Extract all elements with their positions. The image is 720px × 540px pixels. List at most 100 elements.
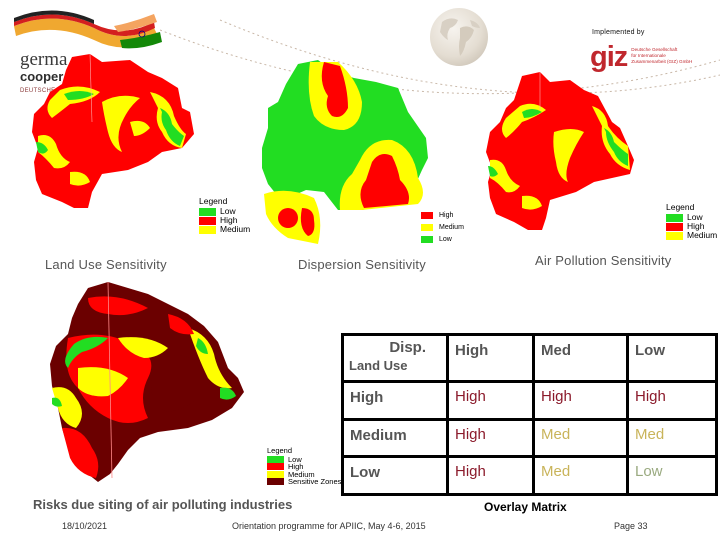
cell-value: High: [455, 388, 486, 405]
column-header: Low: [626, 333, 718, 383]
air-pollution-legend: Legend Low High Medium: [666, 203, 717, 240]
column-header: Med: [532, 333, 629, 383]
matrix-corner-cell: Disp. Land Use: [341, 333, 449, 383]
logo-line2: cooper: [20, 69, 64, 84]
table-cell: High: [532, 380, 629, 421]
risk-caption: Risks due siting of air polluting indust…: [33, 497, 293, 512]
legend-item: High: [666, 222, 717, 231]
legend-label: Low: [220, 206, 236, 216]
column-header-label: Med: [541, 342, 571, 359]
row-header: Medium: [341, 418, 449, 458]
legend-label: Medium: [288, 469, 315, 479]
cell-value: High: [455, 463, 486, 480]
legend-item: Low: [199, 207, 250, 216]
table-header-row: Disp. Land Use High Med Low: [341, 333, 718, 383]
table-cell: Low: [626, 455, 718, 496]
overlay-matrix-caption: Overlay Matrix: [484, 500, 567, 514]
logo-line1: germa: [20, 49, 68, 70]
table-cell: High: [446, 455, 535, 496]
legend-item: Medium: [421, 223, 464, 232]
row-header-label: Low: [350, 464, 380, 481]
risk-legend: Legend Low High Medium Sensitive Zones: [267, 447, 341, 486]
overlay-matrix-table: Disp. Land Use High Med Low High High Hi…: [341, 333, 718, 496]
table-cell: High: [626, 380, 718, 421]
row-header: High: [341, 380, 449, 421]
giz-sub-line1: Deutsche Gesellschaft: [631, 47, 678, 52]
legend-item: Low: [666, 213, 717, 222]
legend-swatch-low: [666, 213, 683, 222]
legend-item: Low: [267, 454, 341, 464]
row-header-label: Medium: [350, 427, 407, 444]
land-use-title: Land Use Sensitivity: [45, 257, 167, 272]
table-row: Low High Med Low: [341, 455, 718, 496]
legend-label: Low: [288, 454, 302, 464]
legend-swatch-high: [267, 463, 284, 471]
cell-value: High: [541, 388, 572, 405]
legend-swatch-low: [267, 455, 284, 463]
legend-swatch-high: [421, 212, 433, 219]
cell-value: High: [635, 388, 666, 405]
cell-value: Med: [541, 426, 571, 443]
legend-label: High: [288, 462, 304, 471]
risk-siting-map: [50, 281, 244, 482]
legend-swatch-medium: [421, 224, 433, 231]
german-cooperation-logo: germa cooper DEUTSCHE: [20, 50, 80, 94]
disp-header: Disp.: [389, 339, 426, 356]
legend-item: Low: [421, 235, 464, 244]
legend-label: High: [687, 221, 705, 231]
land-use-legend: Legend Low High Medium: [199, 197, 250, 234]
cell-value: High: [455, 426, 486, 443]
giz-sub-line3: Zusammenarbeit (GIZ) GmbH: [631, 59, 693, 64]
legend-swatch-sensitive-zones: [267, 478, 284, 486]
legend-label: High: [439, 212, 454, 219]
legend-swatch-medium: [267, 470, 284, 478]
table-cell: Med: [532, 418, 629, 458]
cell-value: Med: [635, 426, 665, 443]
giz-sub-line2: für Internationale: [631, 53, 666, 58]
footer-event: Orientation programme for APIIC, May 4-6…: [232, 521, 426, 531]
column-header-label: Low: [635, 342, 665, 359]
legend-swatch-medium: [199, 225, 216, 234]
logo-line3: DEUTSCHE: [20, 88, 56, 94]
legend-label: High: [220, 215, 238, 225]
table-cell: High: [446, 418, 535, 458]
legend-swatch-high: [199, 216, 216, 225]
legend-label: Medium: [220, 224, 251, 234]
dotted-arc-decoration: [160, 19, 720, 95]
air-pollution-title: Air Pollution Sensitivity: [535, 253, 672, 268]
land-use-header: Land Use: [349, 358, 408, 373]
column-header: High: [446, 333, 535, 383]
dispersion-legend: High Medium Low: [421, 211, 464, 244]
legend-label: Low: [687, 212, 703, 222]
legend-item: High: [421, 211, 464, 220]
legend-swatch-medium: [666, 231, 683, 240]
land-use-sensitivity-map: [32, 53, 194, 208]
legend-label: Low: [439, 236, 452, 243]
legend-label: Sensitive Zones: [288, 477, 342, 486]
legend-label: Medium: [439, 224, 464, 231]
row-header-label: High: [350, 389, 384, 406]
table-cell: Med: [626, 418, 718, 458]
legend-label: Medium: [687, 230, 718, 240]
legend-item: Sensitive Zones: [267, 478, 341, 486]
footer-date: 18/10/2021: [62, 521, 108, 531]
footer-page-number: Page 33: [614, 521, 648, 531]
giz-logo: giz Deutsche Gesellschaft für Internatio…: [590, 43, 692, 72]
german-india-flag-ribbon-icon: [14, 10, 162, 49]
legend-title: Legend: [666, 202, 695, 212]
dispersion-sensitivity-map: [262, 60, 428, 244]
dispersion-title: Dispersion Sensitivity: [298, 257, 426, 272]
implemented-by-label: Implemented by: [592, 29, 645, 36]
globe-icon: [430, 8, 488, 66]
giz-subtitle: Deutsche Gesellschaft für Internationale…: [631, 47, 692, 65]
legend-item: High: [267, 463, 341, 471]
legend-item: Medium: [267, 469, 341, 479]
legend-swatch-high: [666, 222, 683, 231]
air-pollution-sensitivity-map: [486, 72, 634, 230]
table-cell: High: [446, 380, 535, 421]
legend-item: Medium: [199, 225, 250, 234]
legend-swatch-low: [199, 207, 216, 216]
table-row: Medium High Med Med: [341, 418, 718, 458]
legend-item: Medium: [666, 231, 717, 240]
table-row: High High High High: [341, 380, 718, 421]
